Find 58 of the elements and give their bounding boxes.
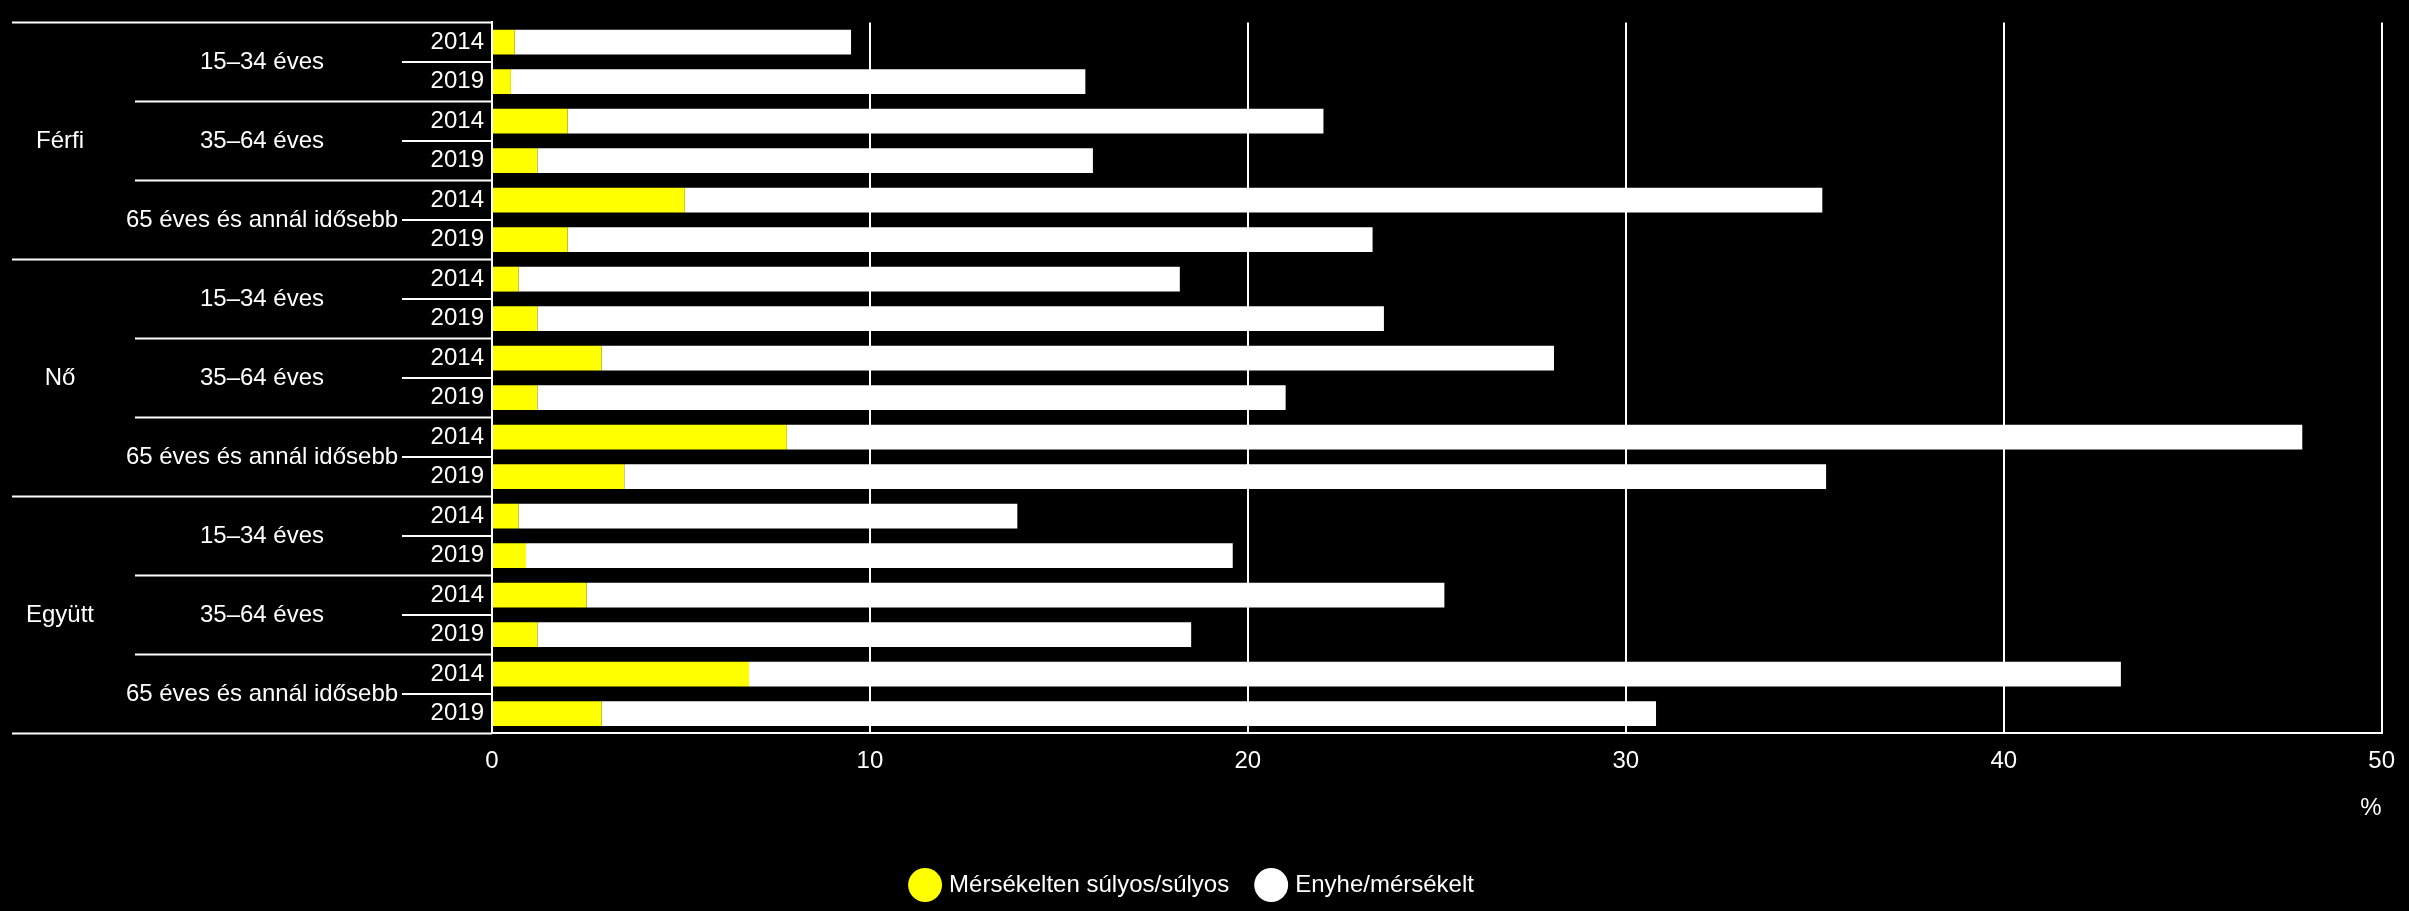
y-tick-label: 2014	[430, 421, 484, 449]
y-tick-label: 2019	[430, 619, 484, 647]
bar	[493, 622, 538, 648]
text: 35–64 éves	[199, 125, 325, 153]
bar	[493, 661, 749, 687]
x-tick-label: 40	[1990, 746, 2018, 774]
y-tick-label: 2019	[430, 698, 484, 726]
bar	[493, 69, 511, 95]
text: 35–64 éves	[199, 362, 325, 390]
text: 15–34 éves	[199, 283, 325, 311]
bar	[493, 306, 538, 332]
bar	[493, 266, 519, 292]
text: Együtt	[25, 599, 95, 627]
y-tick-label: 2019	[430, 224, 484, 252]
y-tick-label: 2014	[430, 263, 484, 291]
text: 65 éves és annál idősebb	[125, 441, 399, 469]
text: 65 éves és annál idősebb	[125, 204, 399, 232]
x-tick-label: 50	[2368, 746, 2395, 774]
y-tick-label: 2014	[430, 500, 484, 528]
bar	[493, 108, 568, 134]
y-tick-label: 2019	[430, 66, 484, 94]
y-tick-label: 2014	[430, 579, 484, 607]
bar	[493, 385, 538, 411]
x-tick-label: 0	[485, 746, 499, 774]
y-tick-label: 2019	[430, 303, 484, 331]
text: 65 éves és annál idősebb	[125, 678, 399, 706]
text: 35–64 éves	[199, 599, 325, 627]
bar	[493, 148, 538, 174]
text: Nő	[44, 362, 76, 390]
y-tick-label: 2019	[430, 145, 484, 173]
legend-label: Enyhe/mérsékelt	[1295, 869, 1475, 897]
x-axis-title: %	[2360, 793, 2382, 821]
x-tick-label: 30	[1612, 746, 1640, 774]
bar	[493, 464, 625, 490]
x-tick-label: 10	[856, 746, 884, 774]
y-tick-label: 2019	[430, 382, 484, 410]
y-tick-label: 2014	[430, 658, 484, 686]
bar	[493, 227, 568, 253]
text: Férfi	[36, 125, 84, 153]
bar	[493, 582, 587, 608]
bar	[493, 543, 527, 569]
bar	[493, 503, 519, 529]
legend-label: Mérsékelten súlyos/súlyos	[949, 869, 1230, 897]
y-tick-label: 2019	[430, 540, 484, 568]
y-tick-label: 2019	[430, 461, 484, 489]
text: 15–34 éves	[199, 46, 325, 74]
bar	[493, 187, 685, 213]
text: 15–34 éves	[199, 520, 325, 548]
y-tick-label: 2014	[430, 184, 484, 212]
bar	[493, 345, 602, 371]
y-tick-label: 2014	[430, 105, 484, 133]
y-tick-label: 2014	[430, 26, 484, 54]
bar	[493, 29, 515, 55]
y-tick-label: 2014	[430, 342, 484, 370]
bar	[493, 424, 787, 450]
bar	[493, 701, 602, 727]
x-tick-label: 20	[1234, 746, 1262, 774]
bar	[514, 29, 852, 55]
